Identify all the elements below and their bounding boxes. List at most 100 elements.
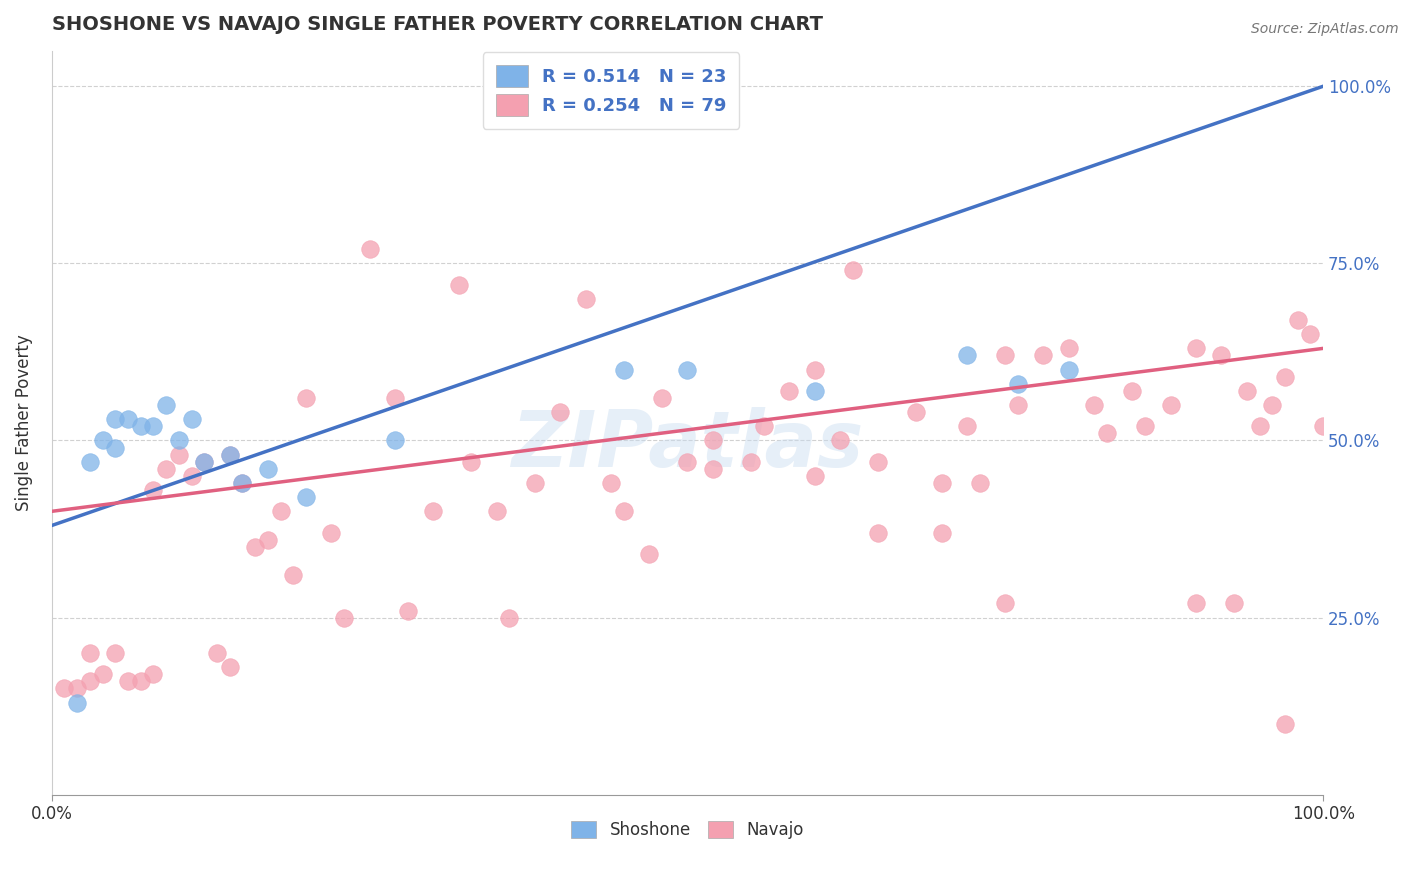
- Point: [79, 674, 101, 689]
- Point: [638, 547, 661, 561]
- Point: [485, 504, 508, 518]
- Point: [53, 681, 76, 696]
- Point: [243, 540, 266, 554]
- Point: [1312, 419, 1334, 434]
- Point: [868, 455, 890, 469]
- Point: [257, 533, 280, 547]
- Point: [155, 462, 177, 476]
- Point: [231, 475, 253, 490]
- Point: [129, 419, 152, 434]
- Point: [1160, 398, 1182, 412]
- Point: [295, 490, 318, 504]
- Point: [257, 462, 280, 476]
- Point: [956, 419, 979, 434]
- Point: [575, 292, 598, 306]
- Point: [702, 434, 724, 448]
- Point: [91, 667, 114, 681]
- Point: [1007, 376, 1029, 391]
- Point: [702, 462, 724, 476]
- Point: [994, 596, 1017, 610]
- Point: [676, 362, 699, 376]
- Point: [218, 448, 240, 462]
- Point: [129, 674, 152, 689]
- Point: [231, 475, 253, 490]
- Point: [600, 475, 623, 490]
- Text: Source: ZipAtlas.com: Source: ZipAtlas.com: [1251, 22, 1399, 37]
- Point: [1249, 419, 1271, 434]
- Point: [1211, 349, 1233, 363]
- Point: [1274, 369, 1296, 384]
- Point: [384, 391, 406, 405]
- Point: [1032, 349, 1054, 363]
- Point: [117, 412, 139, 426]
- Point: [1236, 384, 1258, 398]
- Point: [104, 412, 127, 426]
- Point: [1223, 596, 1246, 610]
- Point: [550, 405, 572, 419]
- Point: [498, 610, 520, 624]
- Point: [1095, 426, 1118, 441]
- Point: [1057, 342, 1080, 356]
- Point: [359, 242, 381, 256]
- Point: [868, 525, 890, 540]
- Point: [1299, 327, 1322, 342]
- Point: [1133, 419, 1156, 434]
- Point: [142, 419, 165, 434]
- Point: [384, 434, 406, 448]
- Point: [270, 504, 292, 518]
- Point: [333, 610, 356, 624]
- Point: [167, 434, 190, 448]
- Point: [142, 483, 165, 497]
- Point: [155, 398, 177, 412]
- Point: [841, 263, 863, 277]
- Point: [1121, 384, 1143, 398]
- Point: [460, 455, 482, 469]
- Point: [651, 391, 673, 405]
- Point: [321, 525, 343, 540]
- Point: [956, 349, 979, 363]
- Point: [905, 405, 928, 419]
- Point: [740, 455, 762, 469]
- Point: [1274, 717, 1296, 731]
- Point: [523, 475, 546, 490]
- Point: [931, 525, 953, 540]
- Point: [1185, 596, 1208, 610]
- Y-axis label: Single Father Poverty: Single Father Poverty: [15, 334, 32, 511]
- Point: [79, 455, 101, 469]
- Point: [931, 475, 953, 490]
- Point: [167, 448, 190, 462]
- Point: [803, 362, 825, 376]
- Point: [447, 277, 470, 292]
- Point: [1261, 398, 1284, 412]
- Point: [803, 469, 825, 483]
- Point: [1286, 313, 1309, 327]
- Point: [422, 504, 444, 518]
- Point: [1083, 398, 1105, 412]
- Text: ZIPatlas: ZIPatlas: [512, 407, 863, 483]
- Point: [117, 674, 139, 689]
- Point: [142, 667, 165, 681]
- Point: [969, 475, 991, 490]
- Legend: Shoshone, Navajo: Shoshone, Navajo: [565, 814, 810, 846]
- Text: SHOSHONE VS NAVAJO SINGLE FATHER POVERTY CORRELATION CHART: SHOSHONE VS NAVAJO SINGLE FATHER POVERTY…: [52, 15, 823, 34]
- Point: [1057, 362, 1080, 376]
- Point: [66, 681, 89, 696]
- Point: [1007, 398, 1029, 412]
- Point: [180, 469, 202, 483]
- Point: [104, 646, 127, 660]
- Point: [180, 412, 202, 426]
- Point: [396, 603, 419, 617]
- Point: [676, 455, 699, 469]
- Point: [283, 568, 305, 582]
- Point: [778, 384, 800, 398]
- Point: [613, 362, 636, 376]
- Point: [994, 349, 1017, 363]
- Point: [295, 391, 318, 405]
- Point: [613, 504, 636, 518]
- Point: [803, 384, 825, 398]
- Point: [1185, 342, 1208, 356]
- Point: [752, 419, 775, 434]
- Point: [205, 646, 228, 660]
- Point: [193, 455, 215, 469]
- Point: [104, 441, 127, 455]
